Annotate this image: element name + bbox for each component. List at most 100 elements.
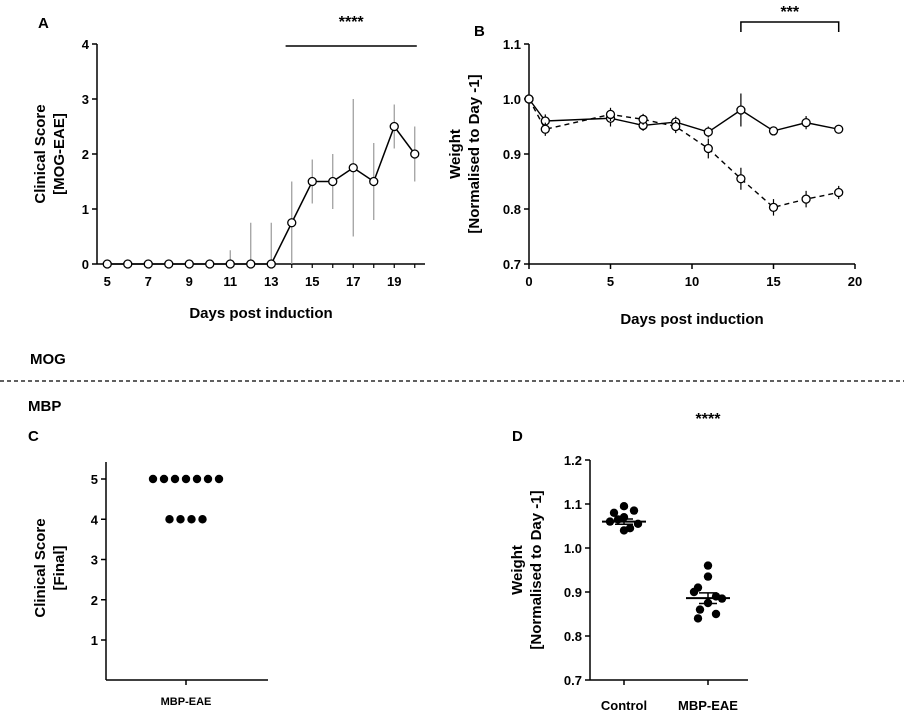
data-point	[198, 515, 207, 524]
y-tick-label: 2	[91, 593, 98, 608]
data-point	[214, 474, 224, 484]
y-axis-label-line: Weight	[447, 129, 464, 179]
data-point	[605, 109, 616, 120]
data-point	[389, 121, 399, 132]
panel-letter-b: B	[474, 23, 485, 40]
data-point	[143, 259, 153, 269]
data-point	[225, 259, 235, 269]
significance-label: ***	[780, 4, 799, 21]
data-point	[203, 474, 213, 484]
x-tick-label: 5	[104, 274, 111, 289]
x-tick-label: 5	[607, 274, 614, 289]
data-point	[410, 149, 420, 159]
x-axis-label: Days post induction	[620, 311, 763, 328]
data-point	[192, 474, 202, 484]
series-line	[528, 98, 839, 209]
x-tick-label: 13	[264, 274, 278, 289]
y-tick-label: 1.1	[503, 37, 521, 52]
x-axis-label: Days post induction	[189, 305, 332, 322]
chart-panel-b: 0.7 0.8 0.9 1.0 1.1 0 5 10 15 20 *** Days post indu…	[447, 4, 862, 328]
x-tick-label: 17	[346, 274, 360, 289]
x-tick-label: 9	[186, 274, 193, 289]
data-point	[609, 508, 619, 517]
data-point	[176, 515, 185, 524]
y-tick-label: 2	[82, 147, 89, 162]
y-tick-label: 1	[82, 202, 89, 217]
y-tick-label: 5	[91, 472, 98, 487]
data-point	[619, 526, 629, 535]
data-point	[638, 114, 648, 124]
data-point	[834, 187, 844, 198]
y-tick-label: 0.7	[503, 257, 521, 272]
data-point	[246, 259, 256, 269]
data-point	[123, 259, 133, 269]
data-point	[736, 174, 746, 184]
y-tick-label: 3	[82, 92, 89, 107]
data-point	[693, 614, 703, 623]
panel-letter-c: C	[28, 428, 39, 445]
data-point	[703, 561, 713, 570]
chart-panel-c: 1 2 3 4 5 MBP-EAE Clinical Score [Final]	[32, 462, 268, 708]
x-tick-label: 15	[305, 274, 319, 289]
panel-letter-a: A	[38, 15, 49, 32]
data-point	[689, 587, 699, 597]
data-point	[170, 474, 180, 484]
data-point	[165, 515, 174, 524]
data-point	[187, 515, 196, 524]
y-tick-label: 0.7	[564, 673, 582, 688]
y-axis-label-line: [Final]	[51, 546, 68, 591]
data-point	[629, 506, 639, 515]
y-tick-label: 4	[82, 37, 90, 52]
data-point	[540, 124, 550, 134]
y-axis-label-line: [MOG-EAE]	[51, 113, 68, 195]
y-tick-label: 0.9	[503, 147, 521, 162]
data-point	[205, 259, 215, 269]
x-tick-label: 0	[525, 274, 532, 289]
significance-label: ****	[339, 14, 365, 31]
data-point	[181, 474, 191, 484]
data-point	[695, 605, 705, 614]
x-tick-label: MBP-EAE	[678, 698, 738, 713]
y-tick-label: 0.8	[503, 202, 521, 217]
data-point	[148, 474, 158, 484]
y-axis-label-line: Clinical Score	[32, 518, 49, 617]
y-axis-label-line: Weight	[509, 545, 526, 595]
y-axis-label: Clinical Score [Final]	[32, 518, 68, 617]
panel-letter-d: D	[512, 428, 523, 445]
x-tick-label: 10	[685, 274, 699, 289]
x-tick-label: 7	[145, 274, 152, 289]
y-tick-label: 4	[91, 512, 99, 527]
data-point	[703, 143, 713, 154]
y-axis-label-line: Clinical Score	[32, 104, 49, 203]
data-point	[768, 126, 779, 136]
x-tick-label: 20	[848, 274, 862, 289]
data-point	[307, 176, 317, 187]
data-point	[801, 194, 811, 204]
y-axis-label-line: [Normalised to Day -1]	[466, 74, 483, 233]
data-point	[164, 259, 174, 269]
x-tick-label: Control	[601, 698, 647, 713]
data-point	[703, 127, 713, 137]
data-point	[184, 259, 194, 269]
x-tick-label: 11	[223, 274, 237, 289]
y-tick-label: 3	[91, 553, 98, 568]
data-point	[703, 572, 713, 581]
y-tick-label: 0.9	[564, 585, 582, 600]
significance-label: ****	[696, 411, 722, 428]
section-label-mog: MOG	[30, 351, 66, 368]
chart-panel-a: 0 1 2 3 4 5 7 9 11 13 15 17 19 **** Days post inductio…	[32, 14, 425, 322]
y-axis-label: Weight [Normalised to Day -1]	[447, 74, 483, 233]
data-point	[348, 163, 358, 173]
data-point	[801, 118, 811, 128]
x-tick-label: 15	[766, 274, 780, 289]
y-tick-label: 1.0	[564, 541, 582, 556]
data-point	[671, 121, 681, 132]
y-tick-label: 1.1	[564, 497, 582, 512]
significance-bracket	[740, 21, 840, 32]
y-tick-label: 0.8	[564, 629, 582, 644]
y-axis-label: Weight [Normalised to Day -1]	[509, 490, 545, 649]
data-point	[768, 202, 779, 213]
series-line	[107, 124, 416, 265]
data-point	[266, 259, 276, 269]
